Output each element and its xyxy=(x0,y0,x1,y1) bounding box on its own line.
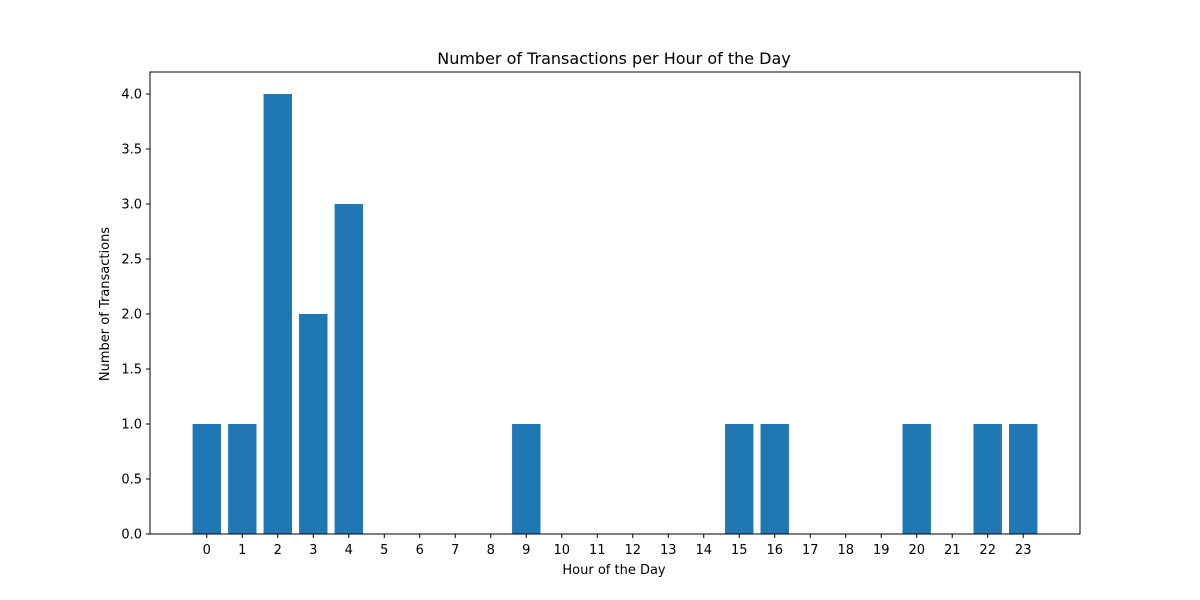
y-tick-label: 4.0 xyxy=(121,88,142,103)
x-tick-label: 0 xyxy=(203,543,211,558)
x-tick-label: 1 xyxy=(238,543,246,558)
x-tick-label: 3 xyxy=(309,543,317,558)
x-tick-label: 12 xyxy=(624,543,641,558)
bar-hour-16 xyxy=(760,424,789,534)
x-tick-label: 8 xyxy=(487,543,495,558)
bar-hour-4 xyxy=(334,204,363,534)
bar-hour-1 xyxy=(228,424,257,534)
x-tick-label: 6 xyxy=(416,543,424,558)
bar-hour-23 xyxy=(1009,424,1038,534)
y-axis: 0.0 0.5 1.0 1.5 2.0 2.5 3.0 3.5 4.0 xyxy=(121,88,150,543)
x-tick-label: 23 xyxy=(1015,543,1032,558)
chart-title: Number of Transactions per Hour of the D… xyxy=(437,49,791,68)
x-tick-label: 2 xyxy=(274,543,282,558)
x-tick-label: 21 xyxy=(944,543,961,558)
y-tick-label: 2.0 xyxy=(121,308,142,323)
x-tick-label: 16 xyxy=(766,543,783,558)
y-tick-label: 3.5 xyxy=(121,143,142,158)
bar-hour-9 xyxy=(512,424,541,534)
x-tick-label: 15 xyxy=(731,543,748,558)
y-tick-label: 2.5 xyxy=(121,253,142,268)
bar-hour-0 xyxy=(192,424,221,534)
x-tick-label: 19 xyxy=(873,543,890,558)
x-axis-label: Hour of the Day xyxy=(562,563,666,578)
x-tick-label: 11 xyxy=(589,543,606,558)
x-tick-label: 7 xyxy=(451,543,459,558)
x-tick-label: 4 xyxy=(345,543,353,558)
x-tick-label: 10 xyxy=(553,543,570,558)
bar-hour-3 xyxy=(299,314,328,534)
x-tick-label: 14 xyxy=(695,543,712,558)
x-tick-label: 13 xyxy=(660,543,677,558)
y-axis-label: Number of Transactions xyxy=(98,227,113,381)
bar-hour-2 xyxy=(263,94,292,534)
y-tick-label: 0.5 xyxy=(121,473,142,488)
x-tick-label: 20 xyxy=(908,543,925,558)
y-tick-label: 1.5 xyxy=(121,363,142,378)
x-axis: 0 1 2 3 4 5 6 7 8 9 10 11 12 13 14 15 16 17 18 19 20 21 22 23 xyxy=(203,534,1032,558)
plot-frame xyxy=(149,71,1081,535)
x-tick-label: 22 xyxy=(979,543,996,558)
bars-group xyxy=(192,94,1038,534)
y-tick-label: 0.0 xyxy=(121,528,142,543)
bar-hour-20 xyxy=(902,424,931,534)
bar-hour-15 xyxy=(725,424,754,534)
x-tick-label: 18 xyxy=(837,543,854,558)
bar-hour-22 xyxy=(973,424,1002,534)
y-tick-label: 3.0 xyxy=(121,198,142,213)
x-tick-label: 9 xyxy=(522,543,530,558)
x-tick-label: 5 xyxy=(380,543,388,558)
x-tick-label: 17 xyxy=(802,543,819,558)
y-tick-label: 1.0 xyxy=(121,418,142,433)
